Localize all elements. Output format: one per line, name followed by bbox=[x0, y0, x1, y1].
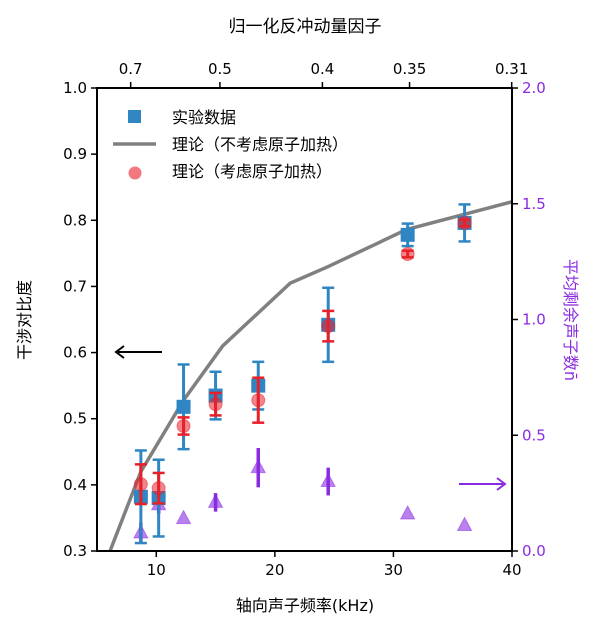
phonon-point bbox=[399, 504, 416, 520]
phonon-point bbox=[456, 516, 473, 532]
legend-label-theory-heating: 理论（考虑原子加热） bbox=[172, 162, 332, 181]
legend-square-marker bbox=[128, 110, 141, 123]
top-tick-label: 0.35 bbox=[393, 60, 426, 78]
y2-tick-label: 0.5 bbox=[522, 426, 546, 444]
legend-label-experiment: 实验数据 bbox=[172, 108, 236, 127]
x-tick-label: 30 bbox=[384, 561, 403, 579]
heating-point bbox=[208, 397, 223, 412]
y-tick-label: 0.4 bbox=[63, 476, 87, 494]
y-tick-label: 0.7 bbox=[63, 277, 87, 295]
x-axis-label: 轴向声子频率(kHz) bbox=[236, 596, 374, 615]
top-tick-label: 0.5 bbox=[208, 60, 232, 78]
phonon-point bbox=[320, 472, 337, 488]
y-tick-label: 0.9 bbox=[63, 145, 87, 163]
heating-point bbox=[321, 319, 336, 334]
plot-frame bbox=[96, 87, 513, 552]
heating-point bbox=[400, 247, 415, 262]
y-tick-label: 0.5 bbox=[63, 410, 87, 428]
y-tick-label: 1.0 bbox=[63, 79, 87, 97]
top-tick-label: 0.7 bbox=[119, 60, 143, 78]
theory-line-no-heating bbox=[108, 200, 512, 551]
y2-tick-label: 1.5 bbox=[522, 195, 546, 213]
phonon-point bbox=[207, 493, 224, 508]
legend-label-theory: 理论（不考虑原子加热） bbox=[172, 135, 348, 154]
heating-point bbox=[151, 481, 166, 496]
legend-circle-marker bbox=[128, 166, 142, 180]
x-tick-label: 40 bbox=[502, 561, 521, 579]
y-tick-label: 0.3 bbox=[63, 542, 87, 560]
y-tick-label: 0.6 bbox=[63, 344, 87, 362]
y-tick-label: 0.8 bbox=[63, 211, 87, 229]
heating-point bbox=[176, 418, 191, 433]
x-tick-label: 10 bbox=[147, 561, 166, 579]
top-tick-label: 0.31 bbox=[495, 60, 528, 78]
left-axis-arrow-head bbox=[114, 345, 125, 359]
y-axis-label: 干涉对比度 bbox=[15, 280, 34, 360]
experiment-point bbox=[400, 227, 415, 242]
phonon-point bbox=[175, 509, 192, 525]
y2-tick-label: 0.0 bbox=[522, 542, 546, 560]
top-axis-label: 归一化反冲动量因子 bbox=[229, 17, 382, 37]
phonon-point bbox=[250, 458, 267, 474]
y2-tick-label: 2.0 bbox=[522, 79, 546, 97]
heating-point bbox=[457, 215, 472, 230]
x-tick-label: 20 bbox=[265, 561, 284, 579]
right-axis-arrow-head bbox=[496, 477, 507, 491]
heating-point bbox=[251, 393, 266, 408]
top-tick-label: 0.4 bbox=[310, 60, 334, 78]
y2-tick-label: 1.0 bbox=[522, 311, 546, 329]
heating-point bbox=[133, 477, 148, 492]
y2-axis-label: 平均剩余声子数n̄ bbox=[561, 259, 580, 381]
experiment-point bbox=[176, 399, 191, 414]
